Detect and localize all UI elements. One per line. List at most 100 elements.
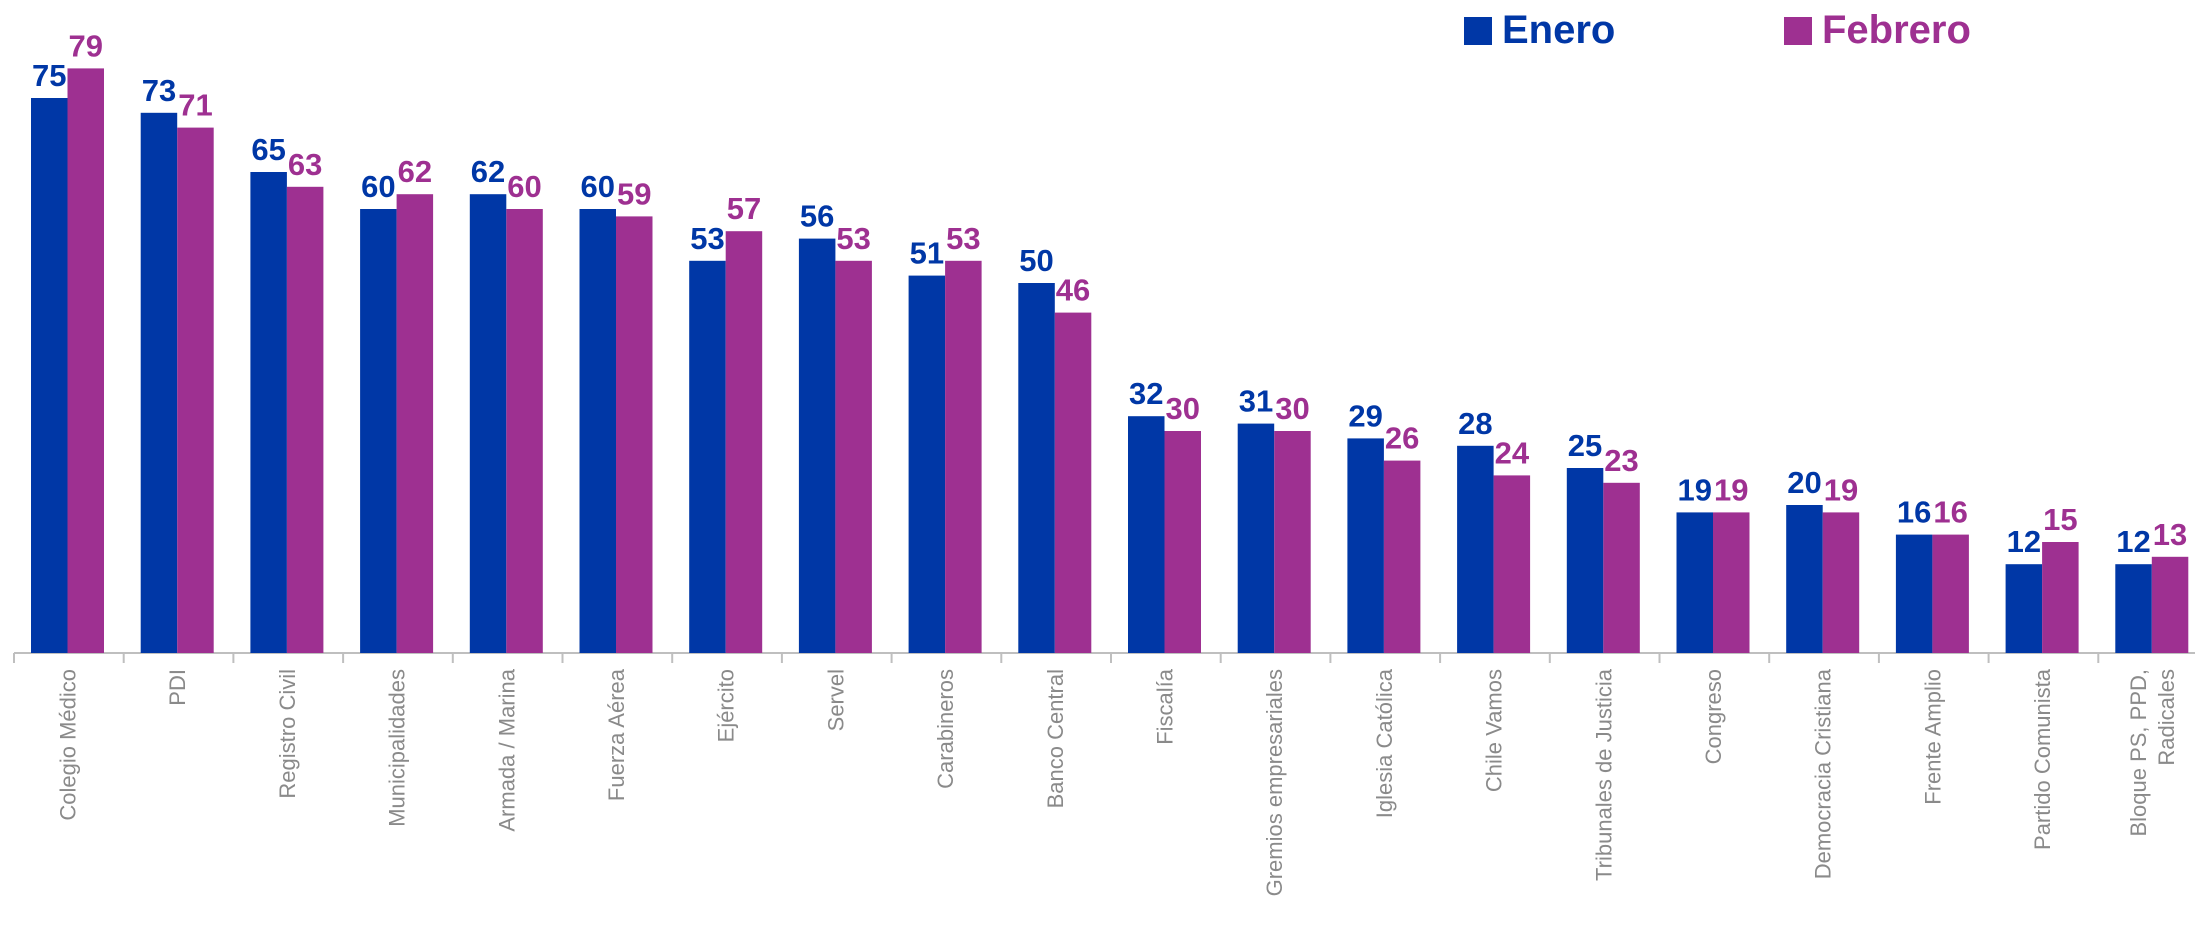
bar-febrero — [67, 68, 104, 653]
data-label-enero: 75 — [32, 58, 66, 93]
category-label: Carabineros — [933, 669, 958, 789]
bar-febrero — [1054, 312, 1092, 653]
data-label-enero: 60 — [361, 169, 395, 204]
data-label-febrero: 30 — [1275, 391, 1309, 426]
category-label-line: Registro Civil — [275, 669, 300, 799]
category-label-line: Congreso — [1701, 669, 1726, 764]
data-label-febrero: 13 — [2153, 517, 2187, 552]
bar-febrero — [1164, 431, 1201, 653]
category-label-line: Fuerza Aérea — [604, 668, 629, 801]
category-label: Congreso — [1701, 669, 1726, 764]
data-label-febrero: 59 — [617, 176, 651, 211]
category-label: Armada / Marina — [494, 668, 519, 831]
bar-enero — [1566, 468, 1604, 653]
category-label: Municipalidades — [385, 669, 410, 827]
bar-enero — [2115, 564, 2152, 653]
bar-febrero — [616, 216, 653, 653]
category-label: Registro Civil — [275, 669, 300, 799]
bar-enero — [1786, 505, 1823, 653]
category-label: Chile Vamos — [1482, 669, 1507, 792]
data-label-febrero: 57 — [727, 191, 761, 226]
data-label-enero: 20 — [1787, 465, 1821, 500]
bar-enero — [360, 209, 397, 653]
bar-enero — [1018, 283, 1055, 653]
bar-enero — [469, 194, 507, 653]
bar-febrero — [2151, 556, 2189, 653]
data-label-enero: 12 — [2007, 524, 2041, 559]
bar-febrero — [1383, 460, 1421, 653]
category-label-line: Fiscalía — [1153, 668, 1178, 745]
bar-febrero — [1932, 534, 1969, 653]
bar-enero — [140, 112, 178, 654]
data-label-febrero: 46 — [1056, 273, 1090, 308]
category-label-line: Carabineros — [933, 669, 958, 789]
data-label-febrero: 60 — [507, 169, 541, 204]
category-label-line: Banco Central — [1043, 669, 1068, 808]
data-label-enero: 28 — [1458, 406, 1492, 441]
category-label-line: Iglesia Católica — [1372, 668, 1397, 818]
data-label-febrero: 19 — [1824, 472, 1858, 507]
data-label-enero: 12 — [2116, 524, 2150, 559]
bar-febrero — [945, 260, 982, 653]
data-label-enero: 51 — [910, 236, 944, 271]
category-label: Tribunales de Justicia — [1591, 668, 1616, 881]
bar-enero — [1895, 534, 1933, 653]
bar-febrero — [1274, 431, 1311, 653]
category-label-line: Partido Comunista — [2030, 668, 2055, 850]
category-label-line: Tribunales de Justicia — [1591, 668, 1616, 881]
legend-febrero: Febrero — [1784, 8, 1971, 53]
category-label-line: PDI — [165, 669, 190, 706]
category-label: Bloque PS, PPD, Radicales — [2126, 669, 2179, 837]
category-label: Partido Comunista — [2030, 668, 2055, 850]
category-label: Gremios empresariales — [1262, 669, 1287, 896]
category-label: Banco Central — [1043, 669, 1068, 808]
data-label-enero: 65 — [251, 132, 285, 167]
data-label-enero: 56 — [800, 199, 834, 234]
data-label-enero: 32 — [1129, 376, 1163, 411]
category-label: Fuerza Aérea — [604, 668, 629, 801]
category-label: Ejército — [714, 669, 739, 742]
category-label: PDI — [165, 669, 190, 706]
bar-enero — [1237, 423, 1275, 653]
bar-enero — [250, 172, 287, 653]
data-label-febrero: 79 — [69, 28, 103, 63]
legend-swatch-enero — [1464, 16, 1492, 45]
data-label-enero: 25 — [1568, 428, 1602, 463]
data-label-enero: 16 — [1897, 495, 1931, 530]
legend-label-enero: Enero — [1502, 8, 1616, 52]
bar-enero — [908, 275, 946, 653]
data-label-febrero: 53 — [836, 221, 870, 256]
bar-febrero — [1493, 475, 1531, 653]
bar-febrero — [1713, 512, 1750, 653]
data-label-febrero: 30 — [1166, 391, 1200, 426]
category-label: Servel — [823, 669, 848, 731]
category-label-line: Radicales — [2154, 669, 2179, 766]
category-label-line: Chile Vamos — [1482, 669, 1507, 792]
bar-febrero — [506, 209, 543, 653]
legend-label-febrero: Febrero — [1822, 8, 1971, 52]
legend-enero: Enero — [1464, 8, 1615, 53]
category-label: Colegio Médico — [56, 669, 81, 821]
bar-enero — [2005, 564, 2043, 653]
bar-febrero — [1822, 512, 1860, 653]
category-label-line: Bloque PS, PPD, — [2126, 669, 2151, 837]
category-label-line: Servel — [823, 669, 848, 731]
data-label-febrero: 19 — [1714, 472, 1748, 507]
bar-febrero — [2042, 542, 2079, 653]
data-label-febrero: 62 — [398, 154, 432, 189]
data-label-febrero: 26 — [1385, 421, 1419, 456]
category-label-line: Armada / Marina — [494, 668, 519, 831]
bar-enero — [1676, 512, 1713, 653]
category-label: Iglesia Católica — [1372, 668, 1397, 818]
data-label-febrero: 24 — [1495, 435, 1530, 470]
category-label-line: Democracia Cristiana — [1811, 668, 1836, 879]
category-label: Fiscalía — [1153, 668, 1178, 745]
data-label-febrero: 23 — [1604, 443, 1638, 478]
category-label-line: Gremios empresariales — [1262, 669, 1287, 896]
category-label-line: Colegio Médico — [56, 669, 81, 821]
bar-febrero — [286, 186, 324, 654]
category-label-line: Ejército — [714, 669, 739, 742]
category-label-line: Frente Amplio — [1920, 669, 1945, 805]
bar-enero — [689, 260, 726, 653]
